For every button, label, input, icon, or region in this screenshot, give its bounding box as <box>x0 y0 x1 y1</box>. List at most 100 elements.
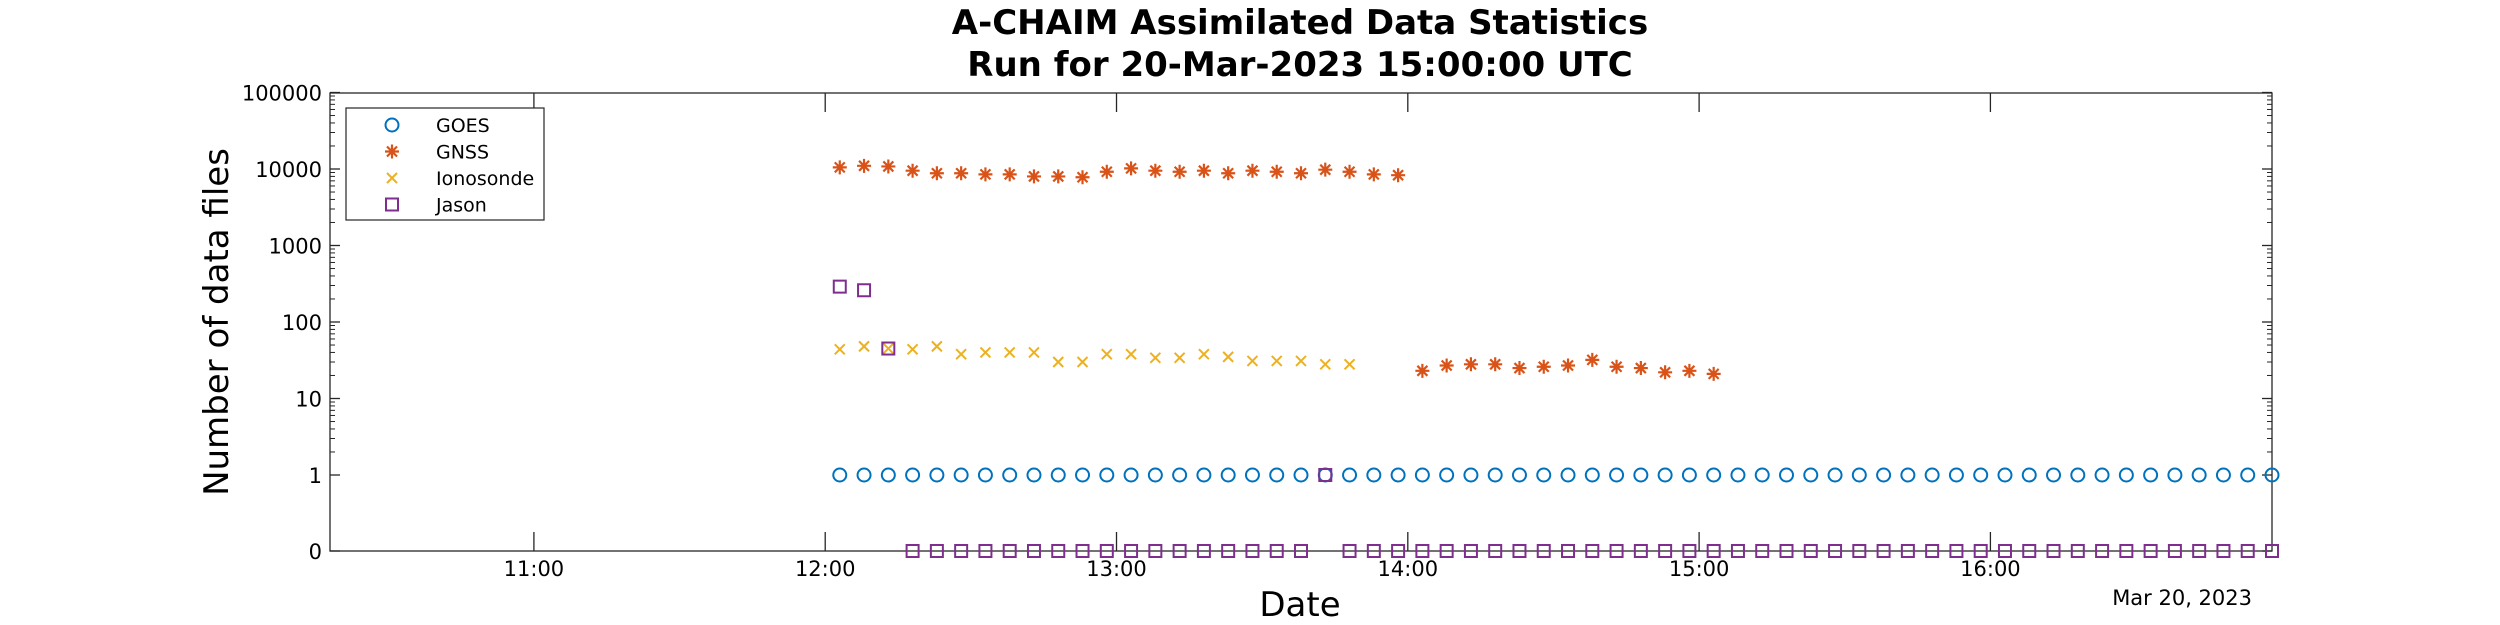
data-point-goes <box>1196 467 1212 483</box>
data-point-goes <box>2070 467 2086 483</box>
data-point-gnss <box>1294 166 1308 181</box>
legend-label: GNSS <box>436 142 489 164</box>
data-point-jason <box>978 544 993 558</box>
chart-title: A-CHAIM Assimilated Data Statistics <box>952 3 1648 43</box>
data-point-jason <box>1051 544 1066 558</box>
y-tick-label: 10 <box>295 388 322 412</box>
data-point-jason <box>1124 544 1139 558</box>
data-point-jason <box>1026 544 1041 558</box>
data-point-jason <box>1245 544 1260 558</box>
data-point-goes <box>1876 467 1892 483</box>
data-point-gnss <box>857 158 872 173</box>
data-point-jason <box>1585 544 1600 558</box>
data-point-ionosonde <box>1149 352 1162 364</box>
x-tick-label: 11:00 <box>504 557 565 581</box>
data-point-goes <box>1487 467 1503 483</box>
data-point-ionosonde <box>1003 346 1016 359</box>
data-point-ionosonde <box>931 340 943 353</box>
data-point-jason <box>1318 468 1333 482</box>
data-point-goes <box>1536 467 1552 483</box>
data-point-gnss <box>1488 357 1503 372</box>
data-point-ionosonde <box>858 340 870 353</box>
data-point-goes <box>1390 467 1406 483</box>
data-point-gnss <box>1318 162 1333 177</box>
data-point-jason <box>1148 544 1163 558</box>
data-point-jason <box>1973 544 1988 558</box>
data-point-goes <box>1754 467 1770 483</box>
data-point-goes <box>1463 467 1479 483</box>
data-point-jason <box>1682 544 1697 558</box>
data-point-jason <box>1002 544 1017 558</box>
data-point-ionosonde <box>1101 348 1113 360</box>
y-tick-label: 0 <box>309 540 322 564</box>
data-point-jason <box>1633 544 1648 558</box>
data-point-jason <box>1561 544 1576 558</box>
data-point-goes <box>1803 467 1819 483</box>
data-point-jason <box>1391 544 1406 558</box>
data-point-jason <box>1488 544 1503 558</box>
data-point-goes <box>1099 467 1115 483</box>
data-point-gnss <box>978 167 993 182</box>
data-point-gnss <box>929 166 944 181</box>
data-point-gnss <box>881 159 896 174</box>
data-point-goes <box>1244 467 1260 483</box>
data-point-goes <box>1681 467 1697 483</box>
data-point-jason <box>1415 544 1430 558</box>
data-point-goes <box>880 467 896 483</box>
data-point-jason <box>1269 544 1284 558</box>
data-point-ionosonde <box>1076 356 1089 368</box>
data-point-ionosonde <box>1222 351 1234 363</box>
legend-label: Jason <box>435 195 487 217</box>
data-point-jason <box>1900 544 1915 558</box>
data-point-jason <box>1172 544 1187 558</box>
data-point-goes <box>2264 467 2280 483</box>
data-point-jason <box>1366 544 1381 558</box>
data-point-goes <box>1657 467 1673 483</box>
x-tick-label: 12:00 <box>795 557 856 581</box>
data-point-goes <box>1269 467 1285 483</box>
data-point-goes <box>1317 467 1333 483</box>
x-tick-label: 13:00 <box>1086 557 1147 581</box>
data-point-gnss <box>1512 361 1527 376</box>
y-tick-label: 100 <box>282 311 322 335</box>
data-point-ionosonde <box>882 342 895 355</box>
data-point-goes <box>1730 467 1746 483</box>
data-point-jason <box>1075 544 1090 558</box>
data-point-gnss <box>1196 163 1211 178</box>
x-tick-label: 14:00 <box>1378 557 1439 581</box>
data-point-goes <box>977 467 993 483</box>
data-point-jason <box>1221 544 1236 558</box>
data-point-goes <box>2118 467 2134 483</box>
data-point-gnss <box>905 163 920 178</box>
data-point-jason <box>1730 544 1745 558</box>
data-point-gnss <box>1026 169 1041 184</box>
data-point-jason <box>1706 544 1721 558</box>
data-point-ionosonde <box>1343 358 1356 370</box>
data-point-ionosonde <box>1319 358 1331 370</box>
data-point-gnss <box>1463 357 1478 372</box>
data-point-gnss <box>832 160 847 175</box>
y-tick-label: 100000 <box>242 82 322 106</box>
data-point-gnss <box>1172 164 1187 179</box>
data-point-jason <box>2240 544 2255 558</box>
data-point-ionosonde <box>1271 355 1283 367</box>
data-point-jason <box>1609 544 1624 558</box>
data-point-goes <box>1342 467 1358 483</box>
data-point-goes <box>1050 467 1066 483</box>
data-point-ionosonde <box>1198 348 1210 360</box>
data-point-goes <box>1584 467 1600 483</box>
data-point-jason <box>832 279 847 294</box>
data-point-ionosonde <box>1028 346 1040 359</box>
data-point-jason <box>954 544 969 558</box>
data-point-jason <box>2265 544 2279 558</box>
legend-marker-ionosonde <box>386 172 398 184</box>
data-point-gnss <box>1342 164 1357 179</box>
data-point-jason <box>1342 544 1357 558</box>
legend-box <box>345 107 545 221</box>
data-point-goes <box>1511 467 1527 483</box>
data-point-gnss <box>1536 359 1551 374</box>
data-point-jason <box>1196 544 1211 558</box>
data-point-goes <box>2167 467 2183 483</box>
data-point-ionosonde <box>955 348 967 360</box>
data-point-goes <box>2240 467 2256 483</box>
